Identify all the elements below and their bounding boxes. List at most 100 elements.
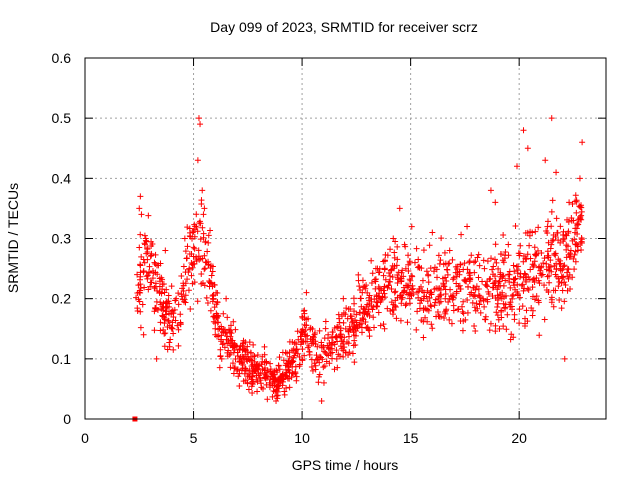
data-point (456, 282, 463, 289)
y-tick-label: 0.2 (52, 291, 72, 307)
data-point (297, 341, 304, 348)
data-point (175, 290, 182, 297)
data-point (429, 229, 436, 236)
data-point (578, 202, 585, 209)
data-point (408, 286, 415, 293)
data-point (482, 316, 489, 323)
data-point (395, 276, 402, 283)
data-point (216, 364, 223, 371)
data-point (494, 297, 501, 304)
data-point (524, 318, 531, 325)
data-point (289, 357, 296, 364)
data-point (184, 243, 191, 250)
data-point (153, 304, 160, 311)
data-point (148, 252, 155, 259)
data-point (453, 280, 460, 287)
data-point (175, 326, 182, 333)
data-point (479, 278, 486, 285)
data-point (428, 291, 435, 298)
data-point (373, 299, 380, 306)
data-point (461, 277, 468, 284)
data-point (249, 389, 256, 396)
data-point (437, 286, 444, 293)
data-point (396, 205, 403, 212)
data-point (533, 251, 540, 258)
data-point (560, 263, 567, 270)
data-point (528, 305, 535, 312)
data-point (473, 300, 480, 307)
data-point (341, 344, 348, 351)
data-point (195, 247, 202, 254)
data-point (531, 244, 538, 251)
data-point (290, 358, 297, 365)
data-point (157, 319, 164, 326)
data-point (548, 223, 555, 230)
data-point (163, 311, 170, 318)
data-point (464, 266, 471, 273)
data-point (443, 278, 450, 285)
data-point (143, 273, 150, 280)
data-point (361, 283, 368, 290)
data-point (187, 306, 194, 313)
data-point (169, 319, 176, 326)
data-point (450, 294, 457, 301)
data-point (497, 251, 504, 258)
data-point (267, 360, 274, 367)
data-point (218, 355, 225, 362)
data-point (280, 357, 287, 364)
data-point (365, 294, 372, 301)
data-point (360, 284, 367, 291)
data-point (172, 317, 179, 324)
data-point (307, 326, 314, 333)
data-point (425, 272, 432, 279)
data-point (181, 296, 188, 303)
data-point (545, 252, 552, 259)
data-point (488, 255, 495, 262)
data-point (141, 240, 148, 247)
data-point (466, 291, 473, 298)
data-point (501, 252, 508, 259)
data-point (406, 300, 413, 307)
data-point (217, 352, 224, 359)
data-point (542, 157, 549, 164)
data-point (575, 221, 582, 228)
data-point (381, 283, 388, 290)
data-point (148, 279, 155, 286)
data-point (195, 115, 202, 122)
data-point (161, 314, 168, 321)
data-point (574, 231, 581, 238)
data-point (291, 339, 298, 346)
data-point (415, 256, 422, 263)
data-point (369, 270, 376, 277)
data-point (511, 276, 518, 283)
data-point (571, 251, 578, 258)
data-point (484, 258, 491, 265)
data-point (414, 308, 421, 315)
data-point (217, 336, 224, 343)
data-point (423, 268, 430, 275)
data-point (387, 273, 394, 280)
data-point (380, 272, 387, 279)
data-point (448, 320, 455, 327)
data-point (400, 273, 407, 280)
x-tick-label: 0 (81, 430, 89, 446)
data-point (223, 295, 230, 302)
data-point (230, 318, 237, 325)
data-point (552, 233, 559, 240)
data-point (493, 309, 500, 316)
data-point (161, 330, 168, 337)
data-point (289, 370, 296, 377)
data-point (310, 333, 317, 340)
data-point (343, 305, 350, 312)
data-point (137, 308, 144, 315)
data-point (507, 284, 514, 291)
data-point (244, 379, 251, 386)
data-point (567, 250, 574, 257)
data-point (159, 281, 166, 288)
x-axis-label: GPS time / hours (292, 457, 399, 473)
data-point (470, 284, 477, 291)
data-point (289, 363, 296, 370)
data-point (380, 287, 387, 294)
data-point (394, 256, 401, 263)
data-point (442, 274, 449, 281)
